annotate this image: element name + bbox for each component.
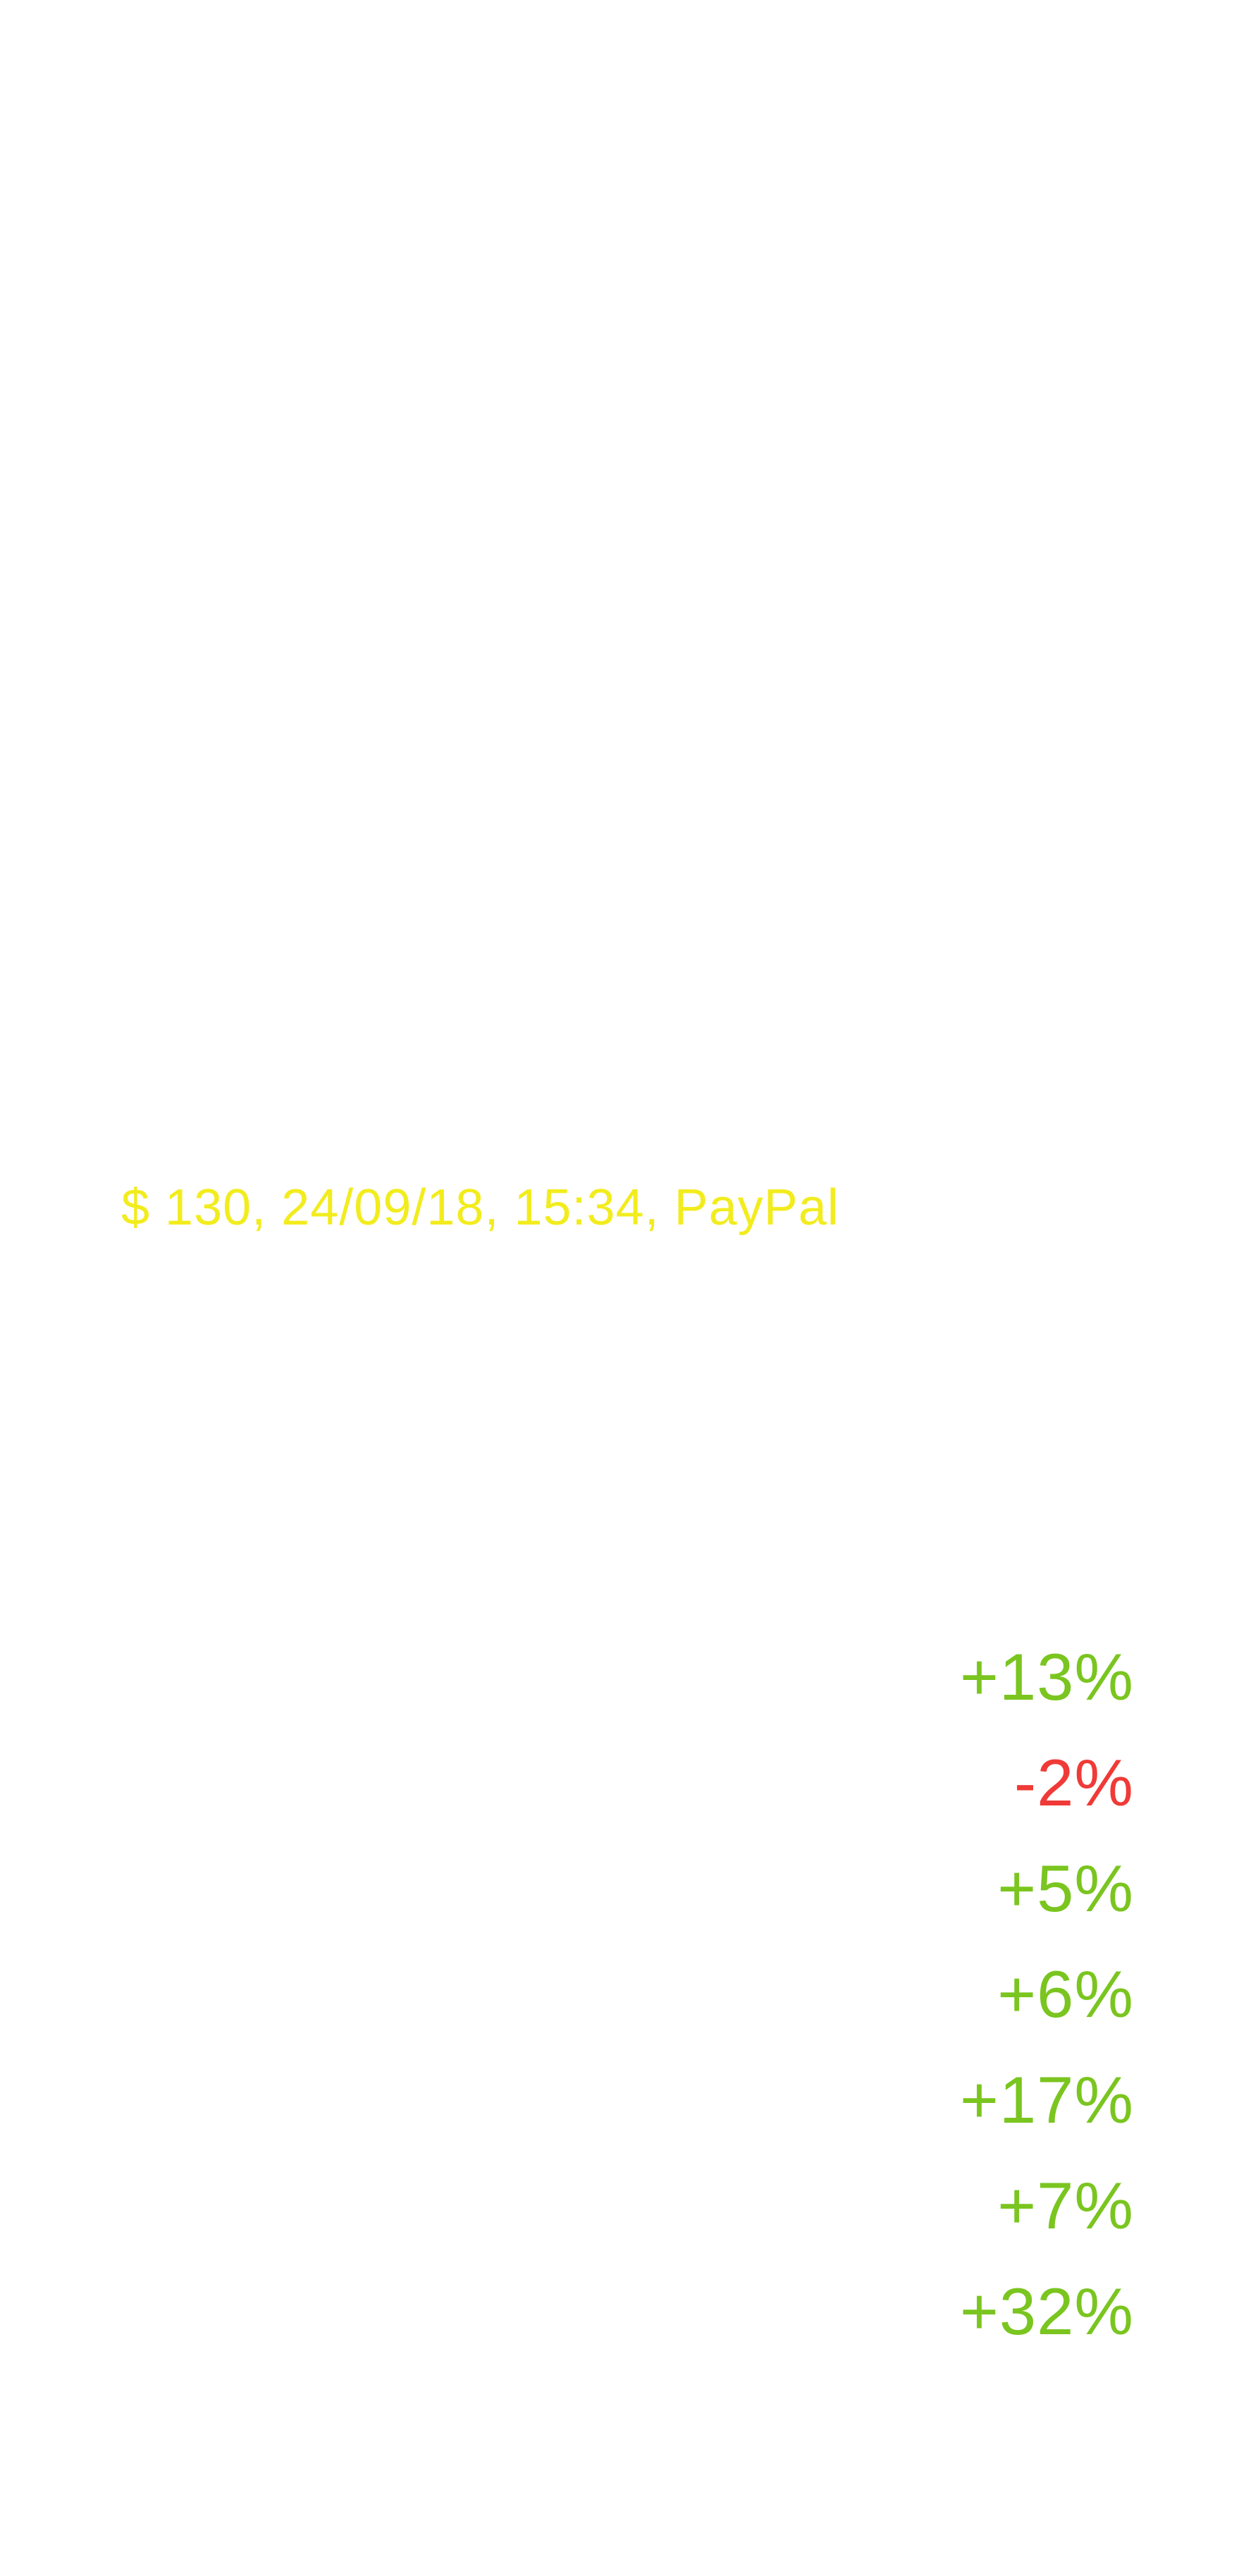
percent-change-item: +13%: [959, 1640, 1134, 1714]
percent-change-list: +13% -2% +5% +6% +17% +7% +32%: [782, 1636, 1134, 2376]
percent-change-item: +32%: [959, 2274, 1134, 2348]
transaction-summary: $ 130, 24/09/18, 15:34, PayPal: [121, 1179, 839, 1236]
percent-change-item: +6%: [997, 1957, 1134, 2031]
percent-change-item: -2%: [1013, 1746, 1134, 1820]
percent-change-item: +5%: [997, 1851, 1134, 1925]
percent-change-item: +7%: [997, 2169, 1134, 2243]
percent-change-item: +17%: [959, 2063, 1134, 2137]
